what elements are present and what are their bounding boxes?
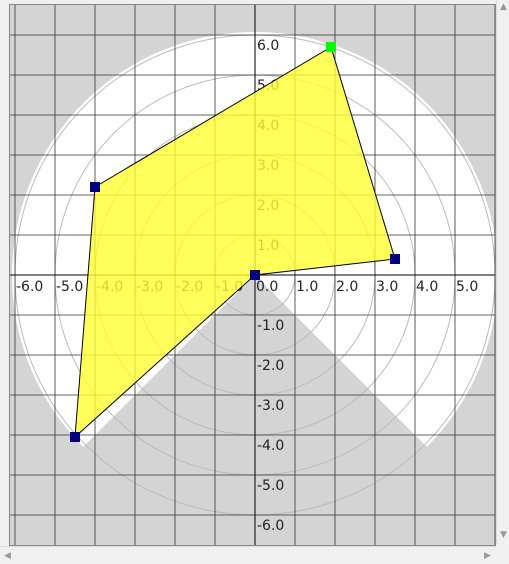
x-tick-label: 2.0 <box>336 279 358 295</box>
x-tick-label: -6.0 <box>16 279 43 295</box>
vertex-handle <box>70 432 80 442</box>
vertex-handle <box>326 42 336 52</box>
plot-area: -6.0 -5.0 -4.0 -3.0 -2.0 -1.0 0.0 1.0 2.0 3.0 4.0 5… <box>10 5 495 545</box>
y-tick-label: -4.0 <box>257 438 284 454</box>
y-tick-label: -6.0 <box>257 518 284 534</box>
x-tick-label: 5.0 <box>456 279 478 295</box>
x-tick-label: 3.0 <box>376 279 398 295</box>
vertex-handle <box>250 270 260 280</box>
vertex-handle <box>90 182 100 192</box>
x-tick-label: -5.0 <box>56 279 83 295</box>
vertex-handle <box>390 254 400 264</box>
horizontal-scrollbar[interactable]: ◀ ▶ <box>0 546 496 564</box>
polygon-shape <box>74 46 396 439</box>
y-tick-label: 6.0 <box>257 38 279 54</box>
vertical-scrollbar[interactable]: ▲ ▼ <box>496 0 509 545</box>
y-tick-label: -3.0 <box>257 398 284 414</box>
y-tick-label: -1.0 <box>257 318 284 334</box>
x-tick-label: 1.0 <box>296 279 318 295</box>
y-tick-label: -5.0 <box>257 478 284 494</box>
y-tick-label: -2.0 <box>257 358 284 374</box>
x-tick-label: 4.0 <box>416 279 438 295</box>
x-tick-label: 0.0 <box>256 279 278 295</box>
